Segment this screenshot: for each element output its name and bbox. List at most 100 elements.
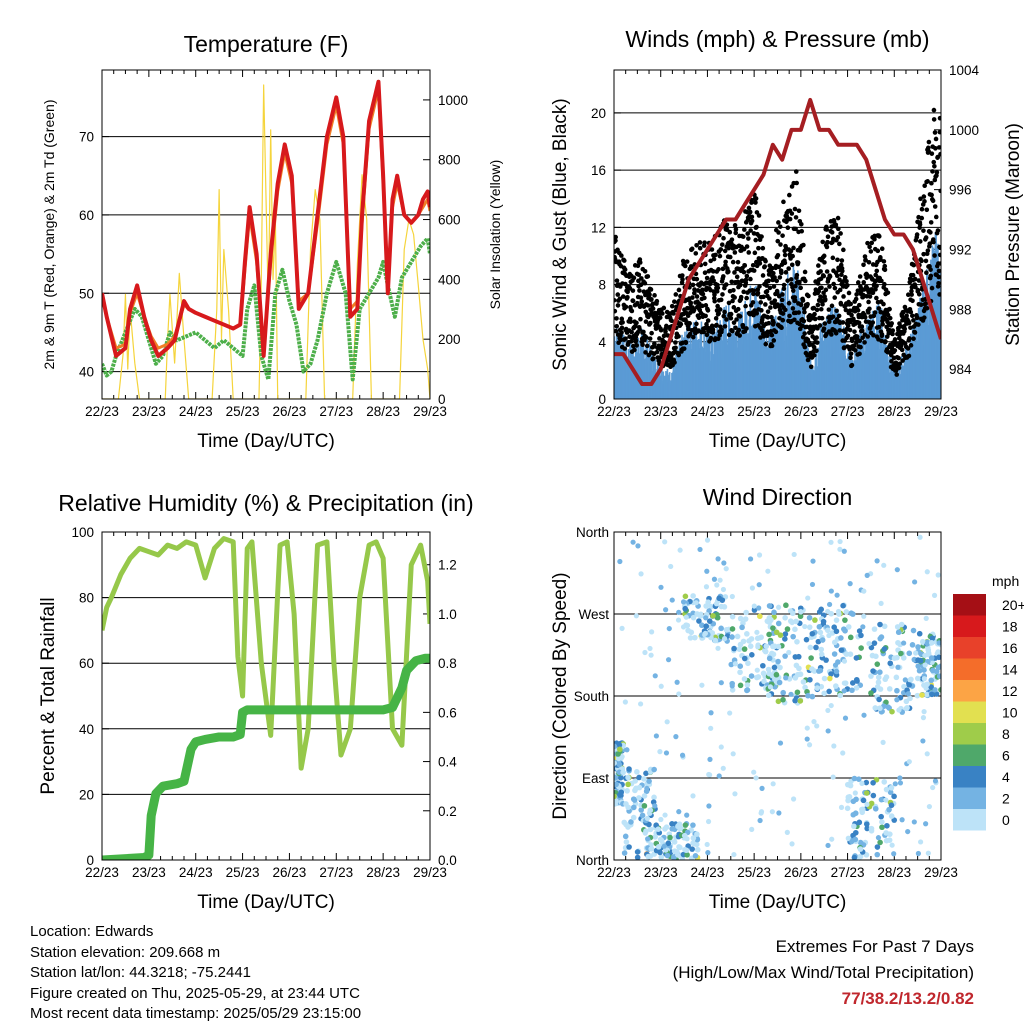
direction-point (661, 843, 667, 849)
gust-point (645, 303, 651, 308)
gust-point (768, 305, 773, 310)
direction-point (616, 761, 623, 768)
direction-point (741, 655, 748, 662)
direction-point (900, 655, 907, 661)
gust-point (702, 240, 707, 245)
direction-point (913, 650, 919, 656)
direction-point (741, 646, 748, 652)
gust-point (689, 265, 694, 270)
gust-point (682, 263, 688, 269)
direction-point (757, 817, 763, 824)
gust-point (672, 360, 677, 365)
gust-point (825, 239, 830, 245)
direction-point (856, 628, 863, 634)
gust-point (906, 353, 912, 359)
direction-point (873, 653, 879, 660)
gust-point (849, 362, 855, 368)
direction-point (642, 830, 648, 836)
direction-point (800, 679, 807, 685)
x-tick-label: 25/23 (737, 865, 771, 880)
gust-point (933, 214, 939, 220)
direction-point (692, 634, 698, 641)
direction-point (881, 779, 888, 785)
gust-point (694, 276, 700, 282)
gust-point (879, 278, 884, 284)
gust-point (909, 292, 914, 297)
gust-point (759, 308, 764, 313)
legend-label: 2 (1002, 791, 1010, 807)
direction-point (737, 663, 744, 669)
gust-point (879, 246, 885, 251)
gust-point (629, 308, 635, 314)
y-tick-label: 0 (86, 853, 94, 868)
gust-point (882, 267, 888, 273)
legend-swatch (953, 594, 986, 616)
gust-point (870, 320, 876, 325)
direction-point (699, 622, 705, 629)
gust-point (885, 290, 891, 295)
gust-point (919, 215, 925, 221)
direction-point (930, 784, 936, 791)
direction-point (826, 632, 832, 639)
gust-point (923, 258, 929, 264)
direction-point (707, 772, 713, 778)
gust-point (792, 317, 797, 323)
gust-point (775, 253, 781, 258)
direction-point (906, 682, 912, 688)
gust-point (676, 334, 681, 339)
gust-point (836, 313, 842, 319)
gust-point (737, 333, 743, 338)
direction-point (663, 750, 670, 756)
gust-point (929, 180, 934, 186)
direction-point (676, 809, 682, 815)
direction-point (912, 579, 918, 585)
gust-point (822, 260, 827, 265)
direction-point (755, 674, 762, 680)
direction-point (816, 609, 823, 615)
direction-point (868, 644, 875, 651)
gust-point (906, 320, 912, 326)
direction-point (860, 797, 867, 804)
direction-point (687, 635, 694, 641)
direction-point (756, 582, 762, 588)
direction-point (776, 810, 782, 816)
y2-tick-label: 1.2 (438, 558, 457, 573)
gust-point (717, 253, 723, 259)
gust-point (737, 314, 743, 319)
gust-point (647, 292, 652, 297)
direction-point (819, 637, 826, 643)
panel-winds: Winds (mph) & Pressure (mb) 22/23 23/23 24/… (550, 26, 1024, 452)
gust-point (785, 225, 791, 230)
gust-point (735, 279, 741, 285)
direction-point (828, 539, 834, 545)
gust-point (769, 265, 775, 271)
direction-point (889, 708, 895, 715)
gust-point (876, 234, 882, 239)
gust-point (853, 348, 858, 353)
direction-point (662, 826, 668, 832)
direction-point (638, 807, 645, 813)
y-tick-label: North (576, 853, 609, 868)
direction-point (916, 630, 923, 637)
direction-point (831, 639, 838, 646)
y-tick-label: West (578, 607, 609, 622)
direction-point (614, 743, 618, 750)
direction-point (647, 807, 654, 814)
direction-point (897, 775, 903, 781)
gust-point (771, 284, 777, 289)
gust-point (681, 346, 687, 351)
direction-point (923, 615, 929, 621)
gust-point (749, 214, 755, 220)
gust-point (794, 272, 800, 278)
direction-point (614, 781, 619, 788)
direction-point (809, 581, 816, 588)
gust-point (700, 287, 705, 293)
gust-point (733, 227, 739, 232)
y-tick-label: 16 (591, 163, 606, 178)
y-tick-label: 60 (79, 208, 94, 223)
direction-point (671, 848, 678, 855)
gust-point (921, 194, 927, 199)
gust-point (747, 209, 753, 215)
x-tick-label: 25/23 (737, 404, 771, 419)
gust-point (834, 273, 840, 278)
